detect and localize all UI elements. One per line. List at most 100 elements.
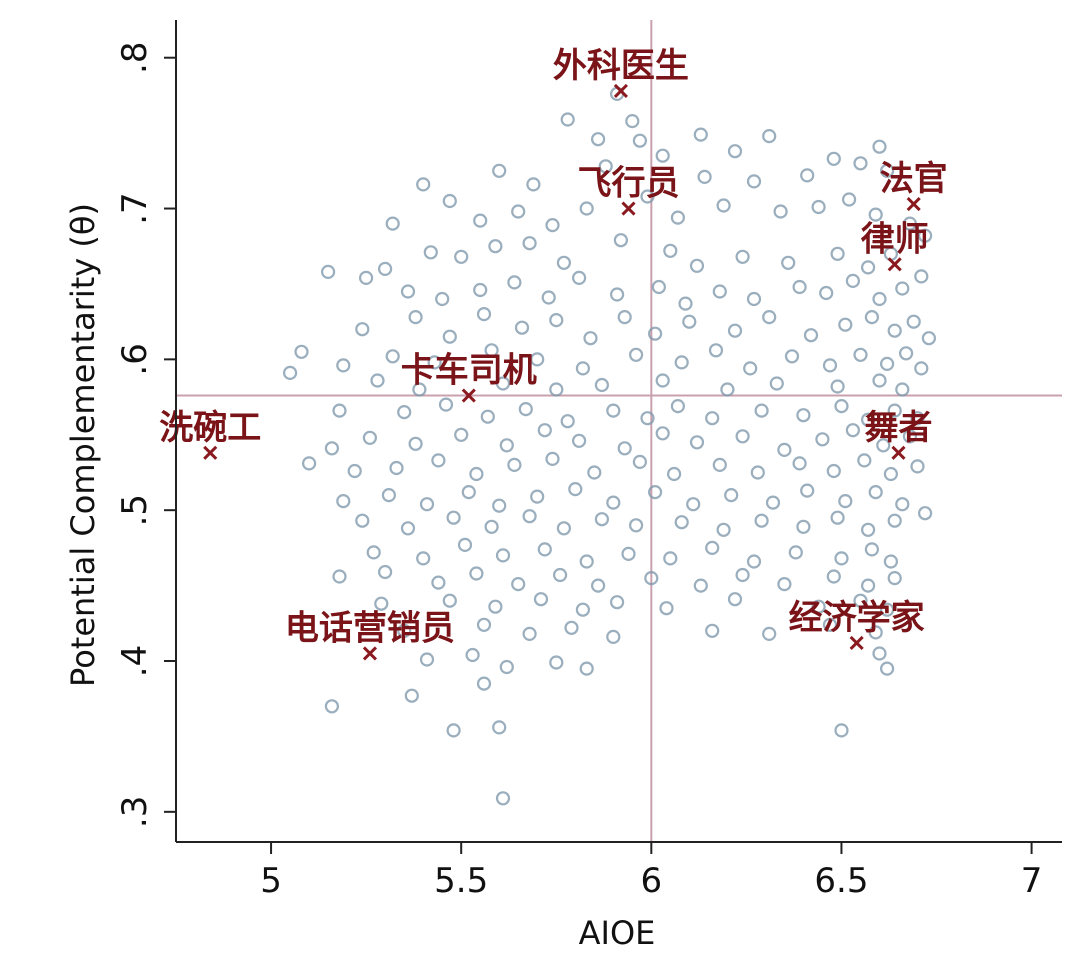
data-point xyxy=(910,459,925,474)
data-point xyxy=(735,567,750,583)
data-point xyxy=(571,270,587,285)
data-point xyxy=(716,198,731,213)
data-point xyxy=(689,258,705,273)
data-point xyxy=(385,216,400,231)
data-point xyxy=(587,465,602,480)
data-point xyxy=(678,296,693,311)
highlight-marker xyxy=(203,445,218,460)
data-point xyxy=(830,246,845,261)
x-tick-label: 5 xyxy=(260,861,282,901)
data-point xyxy=(712,457,727,472)
data-point xyxy=(792,456,807,471)
data-point xyxy=(876,438,891,453)
data-point xyxy=(914,361,929,376)
data-point xyxy=(743,361,758,376)
highlight-marker xyxy=(621,201,636,216)
data-point xyxy=(446,723,461,738)
data-point xyxy=(511,204,526,219)
data-point xyxy=(640,411,655,426)
data-point xyxy=(796,519,811,534)
highlight-marker xyxy=(362,646,377,661)
data-point xyxy=(750,465,765,480)
data-point xyxy=(514,320,530,335)
data-point xyxy=(400,284,416,299)
data-point xyxy=(647,485,663,500)
data-point xyxy=(571,433,587,448)
data-point xyxy=(488,239,503,254)
data-point xyxy=(651,279,667,295)
data-point xyxy=(507,457,522,472)
data-point xyxy=(378,261,393,276)
data-point xyxy=(590,578,606,593)
data-point xyxy=(640,189,655,204)
data-point xyxy=(720,382,735,397)
data-point xyxy=(336,494,351,509)
data-point xyxy=(663,551,678,566)
data-point xyxy=(879,661,895,676)
data-point xyxy=(815,432,830,447)
data-point xyxy=(727,144,743,159)
occupation-label: 舞者 xyxy=(864,408,932,448)
data-point xyxy=(682,314,697,329)
data-point xyxy=(484,519,499,534)
data-point xyxy=(834,399,849,414)
data-point xyxy=(476,617,492,632)
data-point xyxy=(359,270,374,285)
data-point xyxy=(762,626,777,642)
data-point xyxy=(644,570,659,586)
data-point xyxy=(518,402,533,417)
data-point xyxy=(442,593,457,608)
data-point xyxy=(860,522,876,537)
marker-stroke xyxy=(613,83,628,98)
data-point xyxy=(838,494,853,509)
data-point xyxy=(674,355,689,370)
y-tick-label: .3 xyxy=(115,796,155,828)
data-point xyxy=(838,317,853,332)
highlight-marker xyxy=(891,445,906,460)
x-tick-label: 6.5 xyxy=(814,861,868,901)
data-point xyxy=(781,255,796,270)
data-point xyxy=(879,602,895,617)
data-point xyxy=(408,310,423,325)
occupation-label: 经济学家 xyxy=(789,598,925,638)
data-point xyxy=(499,438,514,453)
data-point xyxy=(530,352,545,367)
data-point xyxy=(705,623,720,638)
data-point xyxy=(860,578,876,593)
y-tick-label: .8 xyxy=(115,41,155,73)
data-point xyxy=(374,596,389,611)
data-point xyxy=(853,156,868,171)
data-point xyxy=(484,343,499,358)
data-point xyxy=(556,521,572,536)
data-point xyxy=(423,245,438,260)
x-tick-label: 7 xyxy=(1021,861,1043,901)
data-point xyxy=(689,435,705,450)
data-point xyxy=(336,358,351,373)
data-point xyxy=(864,542,880,557)
data-point xyxy=(659,601,674,616)
data-point xyxy=(784,349,800,364)
data-point xyxy=(735,429,750,444)
data-point xyxy=(895,497,910,512)
data-point xyxy=(910,411,925,426)
data-point xyxy=(389,460,404,476)
data-point xyxy=(872,139,887,154)
occupation-label: 外科医生 xyxy=(553,46,689,86)
data-point xyxy=(628,347,644,362)
data-point xyxy=(294,344,309,359)
data-point xyxy=(362,430,377,445)
y-axis-title: Potential Complementarity (θ) xyxy=(64,203,102,687)
marker-stroke xyxy=(849,635,864,650)
data-point xyxy=(834,723,849,738)
data-point xyxy=(495,548,511,563)
data-point xyxy=(560,414,575,429)
data-point xyxy=(606,629,621,645)
data-point xyxy=(697,169,712,184)
data-point xyxy=(819,285,834,301)
data-point xyxy=(492,720,507,735)
data-point xyxy=(347,463,362,479)
data-point xyxy=(887,570,902,586)
y-tick-label: .7 xyxy=(115,192,155,224)
data-point xyxy=(830,510,845,525)
data-point xyxy=(431,453,446,468)
